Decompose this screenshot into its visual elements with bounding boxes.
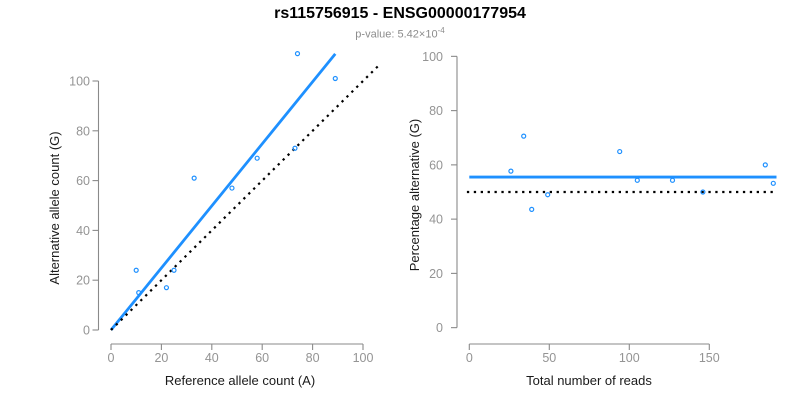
x-tick-label: 50 xyxy=(542,351,556,365)
data-point xyxy=(163,285,170,291)
y-tick-label: 80 xyxy=(76,124,90,138)
data-point xyxy=(700,189,706,195)
data-point xyxy=(294,51,301,57)
data-point xyxy=(332,75,338,82)
y-tick-label: 0 xyxy=(436,321,443,335)
y-tick-label: 60 xyxy=(429,158,443,172)
y-tick-label: 20 xyxy=(429,267,443,281)
y-tick-label: 80 xyxy=(429,104,443,118)
data-point xyxy=(617,148,623,155)
plot-title: rs115756915 - ENSG00000177954 xyxy=(274,5,526,22)
identity-line xyxy=(110,62,382,331)
y-tick-label: 60 xyxy=(76,174,90,188)
right-y-axis-title: Percentage alternative (G) xyxy=(407,119,422,271)
data-point xyxy=(171,267,177,273)
left-x-axis-title: Reference allele count (A) xyxy=(165,373,315,388)
left-y-axis-title: Alternative allele count (G) xyxy=(47,131,62,284)
x-tick-label: 40 xyxy=(205,351,219,365)
data-point xyxy=(521,133,527,139)
data-point xyxy=(545,192,551,198)
right-x-axis-title: Total number of reads xyxy=(526,373,652,388)
data-point xyxy=(133,267,139,273)
data-point xyxy=(292,145,298,151)
x-tick-label: 100 xyxy=(353,351,374,365)
y-tick-label: 0 xyxy=(83,324,90,338)
y-tick-label: 100 xyxy=(422,50,443,64)
x-tick-label: 60 xyxy=(255,351,269,365)
allelic-ratio-fit-line xyxy=(109,52,337,331)
data-point xyxy=(254,155,260,161)
data-point xyxy=(508,168,514,174)
data-point xyxy=(634,177,640,183)
p-value-text: p-value: 5.42×10 xyxy=(355,28,438,41)
x-tick-label: 150 xyxy=(699,351,720,365)
x-tick-label: 20 xyxy=(154,351,168,365)
data-point xyxy=(770,180,776,186)
p-value-exponent: -4 xyxy=(437,26,445,35)
data-point xyxy=(136,290,142,296)
x-tick-label: 80 xyxy=(306,351,320,365)
left-scatter-panel: Reference allele count (A) Alternative a… xyxy=(47,51,382,388)
y-tick-label: 20 xyxy=(76,274,90,288)
y-tick-label: 100 xyxy=(69,75,90,89)
right-scatter-panel: Total number of reads Percentage alterna… xyxy=(407,50,777,388)
data-point xyxy=(669,177,676,183)
x-tick-label: 0 xyxy=(108,351,115,365)
data-point xyxy=(529,206,535,212)
data-point xyxy=(191,175,197,181)
x-tick-label: 0 xyxy=(466,351,473,365)
plot-subtitle: p-value: 5.42×10-4 xyxy=(0,26,800,41)
data-point xyxy=(229,185,235,191)
data-point xyxy=(762,162,768,168)
y-tick-label: 40 xyxy=(429,213,443,227)
x-tick-label: 100 xyxy=(619,351,640,365)
y-tick-label: 40 xyxy=(76,224,90,238)
